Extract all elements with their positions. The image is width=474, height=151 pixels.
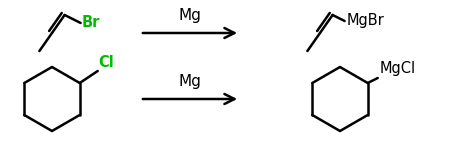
Text: MgCl: MgCl	[380, 61, 416, 76]
Text: Cl: Cl	[99, 55, 114, 70]
Text: MgBr: MgBr	[346, 13, 384, 29]
Text: Mg: Mg	[179, 8, 201, 23]
Text: Br: Br	[82, 16, 100, 31]
Text: Mg: Mg	[179, 74, 201, 89]
